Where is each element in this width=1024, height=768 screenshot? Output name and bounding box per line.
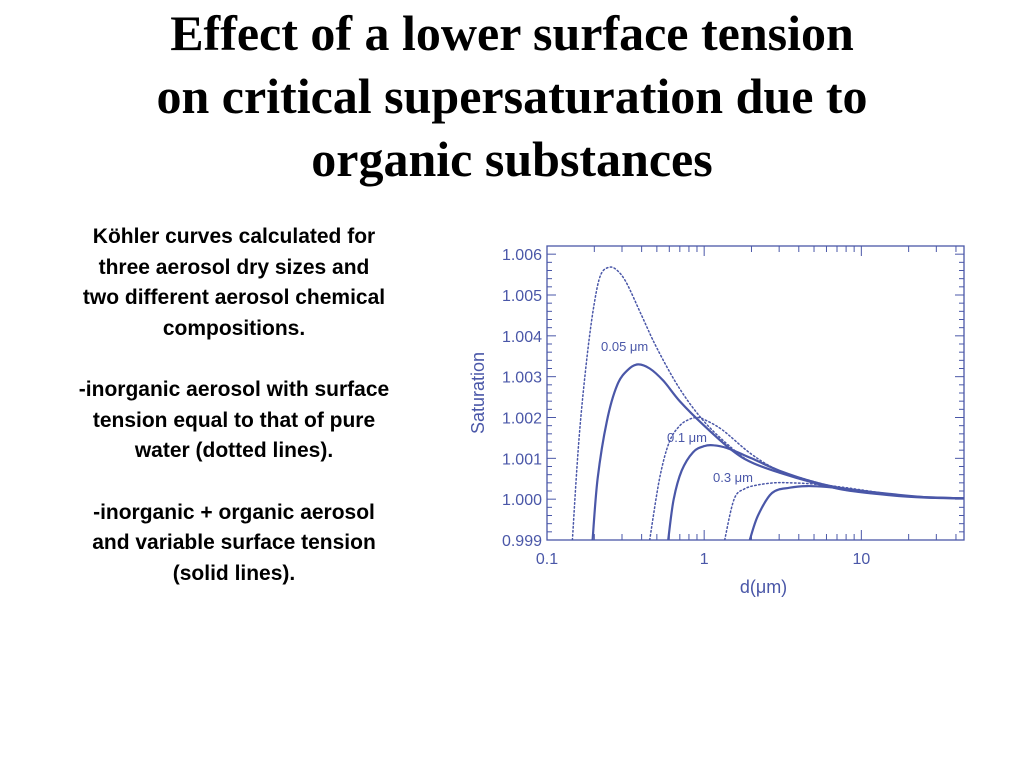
y-tick-label: 1.004 xyxy=(502,329,542,346)
axis-ticks xyxy=(546,246,964,541)
title-line: on critical supersaturation due to xyxy=(156,68,868,124)
text-line: tension equal to that of pure xyxy=(92,408,376,432)
title-line: Effect of a lower surface tension xyxy=(170,5,854,61)
x-axis-label: d(μm) xyxy=(740,577,787,597)
y-tick-label: 1.006 xyxy=(502,247,542,264)
curve-annotation: 0.05 μm xyxy=(601,339,648,354)
curve-solid xyxy=(591,363,964,540)
x-tick-label: 1 xyxy=(700,551,709,568)
x-tick-label: 0.1 xyxy=(536,551,558,568)
curve-solid xyxy=(748,484,964,540)
description-paragraph: Köhler curves calculated for three aeros… xyxy=(38,222,430,344)
y-tick-label: 1.005 xyxy=(502,288,542,305)
text-line: three aerosol dry sizes and xyxy=(98,255,370,279)
y-tick-label: 1.000 xyxy=(502,492,542,509)
slide-title: Effect of a lower surface tension on cri… xyxy=(0,2,1024,191)
text-line: Köhler curves calculated for xyxy=(92,225,376,248)
text-line: and variable surface tension xyxy=(92,531,376,554)
organic-paragraph: -inorganic + organic aerosol and variabl… xyxy=(38,498,430,590)
title-line: organic substances xyxy=(311,131,713,187)
curves xyxy=(571,266,964,540)
y-axis-label: Saturation xyxy=(468,352,488,434)
curve-annotation: 0.3 μm xyxy=(713,470,753,485)
curve-solid xyxy=(667,443,964,540)
text-line: -inorganic aerosol with surface xyxy=(78,378,390,401)
plot-frame xyxy=(546,245,965,541)
y-tick-label: 1.003 xyxy=(502,370,542,387)
text-line: (solid lines). xyxy=(172,561,296,585)
description-text: Köhler curves calculated for three aeros… xyxy=(38,222,430,620)
text-line: compositions. xyxy=(162,316,306,340)
axis-labels: 0.999 1.000 1.001 1.002 1.003 1.004 1.005 1.006… xyxy=(502,247,870,568)
text-line: water (dotted lines). xyxy=(134,439,334,462)
x-tick-label: 10 xyxy=(852,551,870,568)
y-tick-label: 1.002 xyxy=(502,411,542,428)
y-tick-label: 0.999 xyxy=(502,533,542,550)
y-tick-label: 1.001 xyxy=(502,451,542,468)
text-line: two different aerosol chemical xyxy=(82,286,386,309)
text-line: -inorganic + organic aerosol xyxy=(93,500,375,524)
curve-annotation: 0.1 μm xyxy=(667,430,707,445)
inorganic-paragraph: -inorganic aerosol with surface tension … xyxy=(38,375,430,467)
